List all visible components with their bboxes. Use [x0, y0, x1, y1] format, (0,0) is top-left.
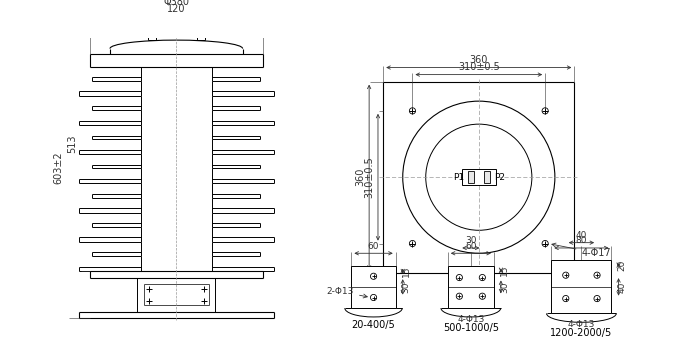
Text: 4-Φ17: 4-Φ17 — [552, 243, 611, 258]
Text: 1200-2000/5: 1200-2000/5 — [550, 329, 612, 338]
Text: 20: 20 — [617, 259, 627, 271]
Text: 513: 513 — [67, 135, 77, 153]
Text: 40: 40 — [617, 281, 627, 293]
Text: 80: 80 — [576, 236, 587, 245]
Bar — [462, 169, 496, 185]
Text: 30: 30 — [465, 236, 477, 245]
Bar — [352, 266, 396, 308]
Text: 15: 15 — [500, 265, 509, 276]
Text: P1: P1 — [453, 173, 464, 182]
Text: Φ380: Φ380 — [164, 0, 189, 7]
Text: 20-400/5: 20-400/5 — [352, 321, 395, 331]
Text: 60: 60 — [465, 241, 477, 251]
Text: 360: 360 — [470, 55, 488, 65]
Text: 120: 120 — [167, 4, 185, 14]
Text: 500-1000/5: 500-1000/5 — [443, 323, 499, 333]
Text: 310±0.5: 310±0.5 — [365, 156, 374, 198]
Text: 30: 30 — [402, 281, 411, 293]
Text: 310±0.5: 310±0.5 — [458, 62, 500, 72]
Text: 30: 30 — [500, 281, 509, 293]
Text: 4-Φ13: 4-Φ13 — [568, 321, 595, 330]
Text: 4-Φ13: 4-Φ13 — [457, 315, 485, 324]
Text: P2: P2 — [494, 173, 505, 182]
Text: 360: 360 — [356, 168, 365, 186]
Text: 2-Φ13: 2-Φ13 — [327, 287, 367, 298]
Bar — [448, 266, 494, 308]
Text: 60: 60 — [368, 241, 380, 251]
Bar — [551, 260, 612, 313]
Text: 603±2: 603±2 — [54, 151, 64, 184]
Bar — [483, 171, 490, 183]
Bar — [468, 171, 474, 183]
Text: 40: 40 — [576, 231, 587, 240]
Text: 15: 15 — [402, 265, 411, 277]
